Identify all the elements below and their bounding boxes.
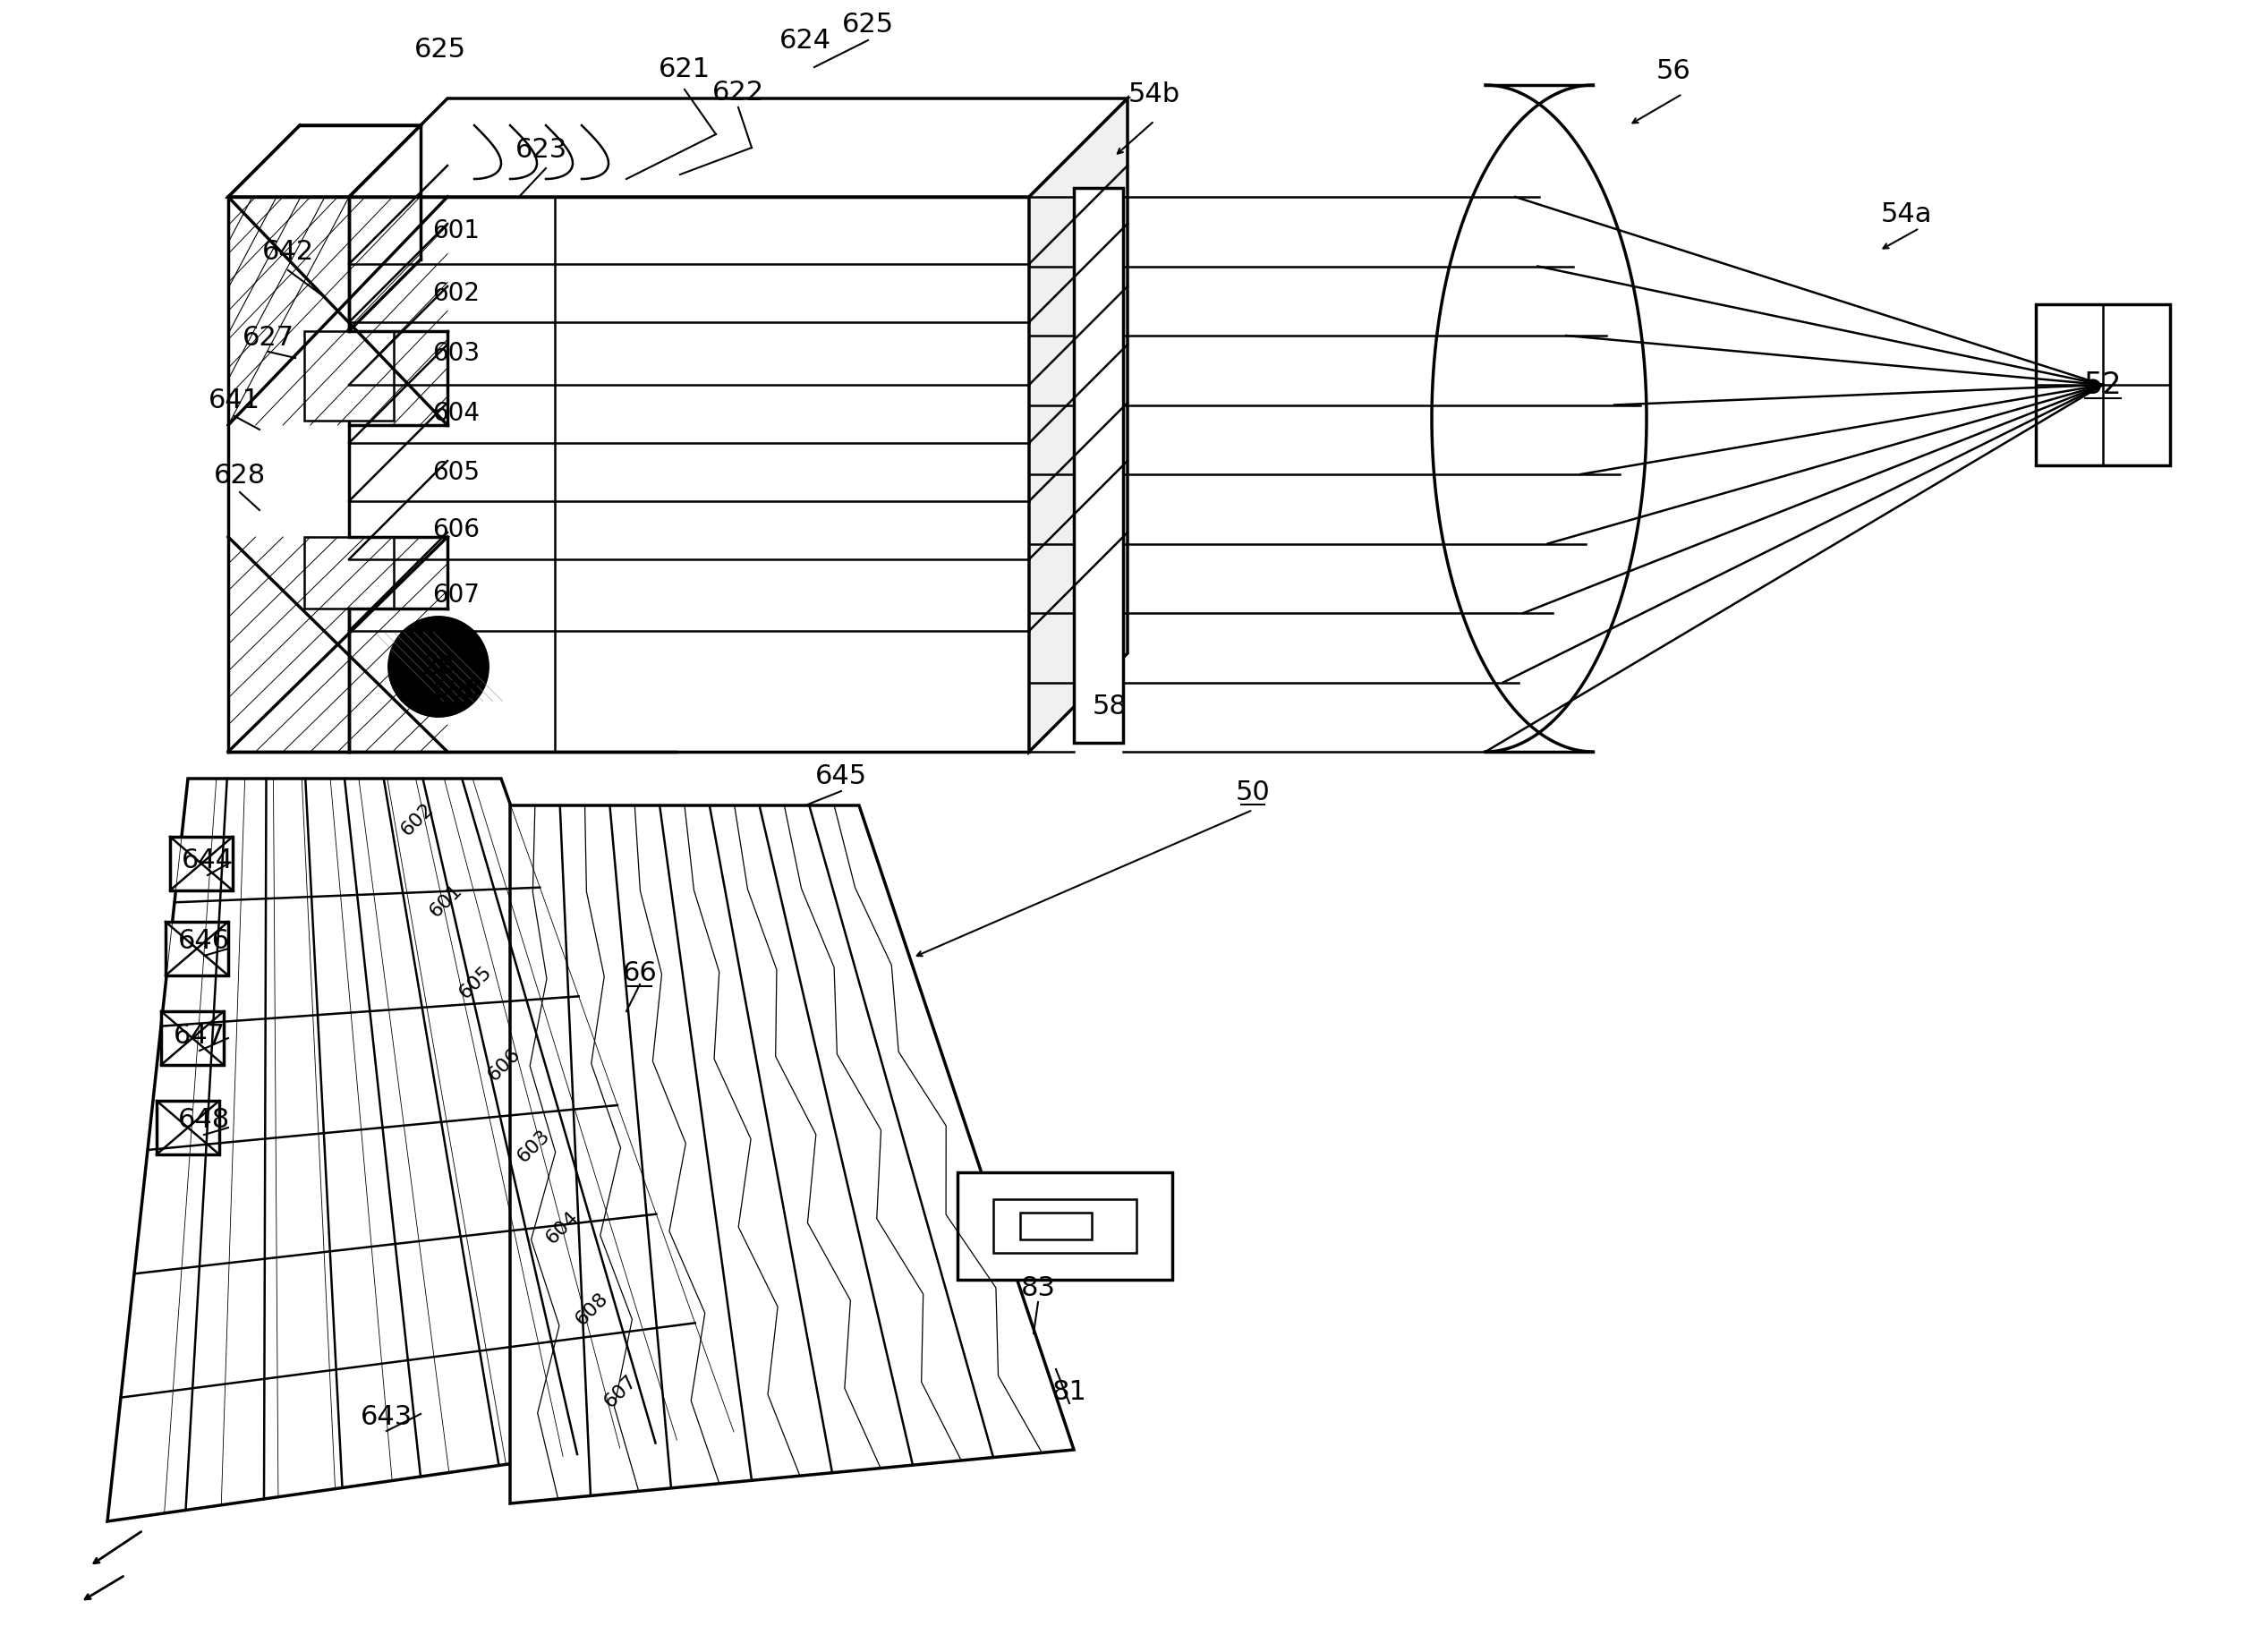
Text: 603: 603	[434, 340, 481, 367]
Text: 605: 605	[434, 459, 481, 484]
Text: 601: 601	[427, 881, 465, 920]
Text: 54a: 54a	[1881, 202, 1932, 228]
Text: 647: 647	[173, 1023, 225, 1049]
Bar	[1074, 188, 1124, 743]
Bar	[2036, 304, 2171, 466]
Text: 606: 606	[434, 517, 481, 544]
Text: 625: 625	[843, 12, 894, 38]
Bar	[162, 1011, 225, 1066]
Polygon shape	[229, 126, 420, 197]
Text: 644: 644	[182, 847, 234, 874]
Text: 625: 625	[413, 36, 467, 63]
Polygon shape	[108, 778, 735, 1521]
Text: 81: 81	[1052, 1379, 1088, 1404]
Text: 642: 642	[263, 240, 315, 266]
Bar	[157, 1100, 220, 1155]
Text: 602: 602	[398, 800, 436, 839]
Text: 646: 646	[178, 928, 229, 955]
Circle shape	[389, 618, 488, 715]
Text: 641: 641	[209, 387, 261, 413]
Text: 605: 605	[456, 963, 494, 1003]
Bar	[957, 1173, 1173, 1280]
Text: 601: 601	[434, 218, 481, 243]
Text: 621: 621	[658, 56, 710, 83]
Polygon shape	[348, 99, 1128, 197]
Polygon shape	[1029, 99, 1128, 752]
Bar	[171, 838, 234, 890]
Text: 624: 624	[780, 28, 831, 53]
Text: 83: 83	[1020, 1275, 1056, 1302]
Polygon shape	[510, 806, 1074, 1503]
Text: 54b: 54b	[1128, 81, 1180, 107]
Text: 643: 643	[360, 1404, 413, 1429]
Bar	[166, 922, 229, 975]
Text: 58: 58	[1092, 694, 1128, 720]
Text: 645: 645	[816, 763, 867, 790]
Text: 608: 608	[434, 679, 481, 704]
Text: 603: 603	[515, 1127, 553, 1166]
Text: 52: 52	[2083, 370, 2121, 400]
Text: 607: 607	[434, 583, 481, 608]
Text: 623: 623	[515, 137, 568, 164]
Bar	[303, 330, 393, 421]
Text: 604: 604	[434, 401, 481, 426]
Text: 28: 28	[422, 654, 454, 679]
Text: 66: 66	[622, 961, 656, 986]
Text: 628: 628	[213, 463, 265, 489]
Bar	[1020, 1213, 1092, 1239]
Text: 627: 627	[243, 325, 294, 352]
Circle shape	[389, 618, 488, 715]
Text: 607: 607	[600, 1371, 640, 1411]
Bar	[348, 197, 1029, 752]
Text: 50: 50	[1236, 780, 1270, 805]
Text: 602: 602	[434, 281, 481, 306]
Text: 608: 608	[573, 1290, 611, 1330]
Text: 648: 648	[178, 1107, 229, 1133]
Text: 606: 606	[485, 1044, 524, 1084]
Bar	[993, 1199, 1137, 1252]
Text: 622: 622	[712, 79, 764, 106]
Text: 56: 56	[1656, 58, 1690, 84]
Bar	[303, 537, 393, 608]
Text: 604: 604	[544, 1208, 582, 1247]
